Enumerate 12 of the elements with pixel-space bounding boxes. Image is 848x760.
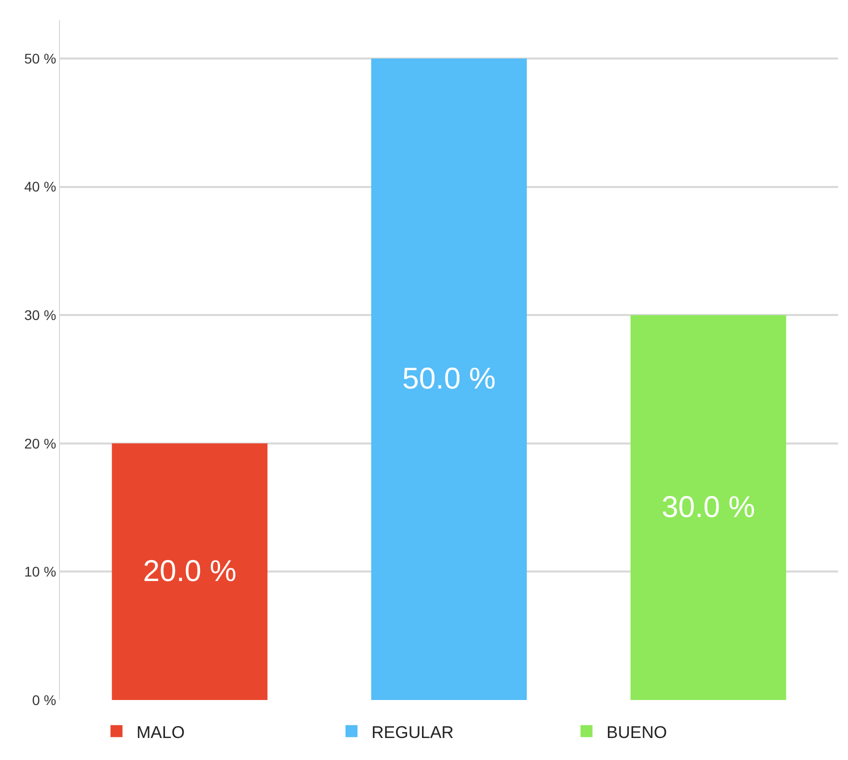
legend-label: BUENO — [606, 722, 667, 742]
y-tick-label: 10 % — [24, 564, 56, 580]
y-tick-label: 20 % — [24, 435, 56, 452]
y-tick-label: 30 % — [24, 306, 56, 323]
legend-label: REGULAR — [372, 722, 454, 742]
legend-label: MALO — [136, 722, 185, 742]
data-label: 50.0 % — [402, 362, 496, 396]
data-label: 20.0 % — [142, 555, 236, 588]
y-tick-label: 40 % — [24, 178, 56, 195]
y-tick-label: 0 % — [32, 692, 56, 708]
y-tick-label: 50 % — [24, 50, 56, 66]
data-label: 30.0 % — [662, 491, 756, 524]
